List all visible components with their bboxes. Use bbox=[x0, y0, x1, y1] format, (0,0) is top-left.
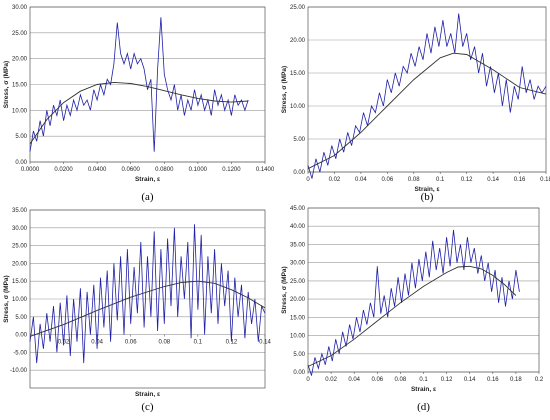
y-tick-label: 25.00 bbox=[12, 244, 28, 250]
x-tick-label: 0.1400 bbox=[256, 167, 275, 173]
x-tick-label: 0.08 bbox=[158, 340, 170, 346]
x-tick-label: 0.1 bbox=[419, 377, 428, 383]
x-tick-label: 0 bbox=[306, 377, 310, 383]
panel-1: 0.00 5.00 10.00 15.00 20.00 25.00 0 0.02 0.04 0.0… bbox=[281, 5, 550, 203]
panel-label: (a) bbox=[141, 191, 154, 203]
y-tick-label: -10.00 bbox=[10, 368, 28, 374]
y-tick-label: 40.00 bbox=[290, 224, 306, 230]
x-tick-label: 0.16 bbox=[487, 377, 499, 383]
x-tick-label: 0.12 bbox=[461, 177, 473, 183]
y-tick-label: 20.00 bbox=[12, 57, 28, 63]
y-tick-label: 30.00 bbox=[12, 226, 28, 232]
x-tick-label: 0.14 bbox=[259, 340, 271, 346]
panel-label: (d) bbox=[417, 401, 430, 413]
plot-frame bbox=[29, 6, 266, 163]
y-tick-label: 0.00 bbox=[293, 370, 305, 376]
fit-curve bbox=[29, 81, 249, 145]
raw-data-series bbox=[29, 224, 266, 364]
x-axis-title: Strain, ε bbox=[411, 386, 436, 393]
x-axis-title: Strain, ε bbox=[135, 391, 160, 398]
x-tick-label: 0.06 bbox=[381, 177, 393, 183]
fit-curve bbox=[307, 265, 517, 367]
y-axis-title: Stress, σ (MPa) bbox=[281, 66, 288, 113]
raw-data-series bbox=[307, 13, 547, 179]
x-tick-label: 0.1 bbox=[194, 340, 203, 346]
y-tick-label: 15.00 bbox=[290, 315, 306, 321]
y-tick-label: 25.00 bbox=[290, 279, 306, 285]
x-tick-label: 0.14 bbox=[464, 377, 476, 383]
y-tick-label: 20.00 bbox=[12, 261, 28, 267]
x-tick-label: 0.1200 bbox=[222, 167, 241, 173]
y-axis-title: Stress, σ (MPa) bbox=[3, 275, 10, 322]
y-tick-label: 10.00 bbox=[290, 104, 306, 110]
x-axis-title: Strain, ε bbox=[414, 186, 439, 193]
y-tick-label: 20.00 bbox=[290, 38, 306, 44]
x-tick-label: 0.08 bbox=[408, 177, 420, 183]
x-tick-label: 0.18 bbox=[540, 177, 550, 183]
y-tick-label: 0.00 bbox=[15, 160, 27, 166]
plot-frame bbox=[29, 209, 266, 389]
x-tick-label: 0.12 bbox=[441, 377, 453, 383]
plot-frame bbox=[307, 6, 547, 173]
x-tick-label: 0.02 bbox=[329, 177, 341, 183]
y-tick-label: -5.00 bbox=[13, 350, 27, 356]
x-tick-label: 0.02 bbox=[325, 377, 337, 383]
y-tick-label: 5.00 bbox=[293, 352, 305, 358]
y-tick-label: 45.00 bbox=[290, 206, 306, 212]
panel-3: 0.00 5.00 10.00 15.00 20.00 25.00 30.00 35.00 40… bbox=[281, 206, 544, 413]
y-axis-title: Stress, σ (MPa) bbox=[281, 266, 288, 313]
fit-curve bbox=[29, 280, 266, 337]
x-tick-label: 0.2 bbox=[535, 377, 544, 383]
x-tick-label: 0.08 bbox=[395, 377, 407, 383]
y-tick-label: 10.00 bbox=[12, 297, 28, 303]
y-tick-label: 5.00 bbox=[15, 134, 27, 140]
y-tick-label: 0.00 bbox=[15, 333, 27, 339]
x-tick-label: 0.0000 bbox=[21, 167, 40, 173]
x-tick-label: 0.04 bbox=[348, 377, 360, 383]
fit-curve bbox=[307, 52, 547, 170]
x-tick-label: 0.0200 bbox=[54, 167, 73, 173]
y-tick-label: 0.00 bbox=[293, 170, 305, 176]
y-tick-label: 25.00 bbox=[12, 31, 28, 37]
y-tick-label: 5.00 bbox=[293, 137, 305, 143]
x-tick-label: 0.0800 bbox=[155, 167, 174, 173]
x-axis-title: Strain, ε bbox=[135, 176, 160, 183]
panel-label: (b) bbox=[421, 191, 434, 203]
x-tick-label: 0.16 bbox=[514, 177, 526, 183]
y-tick-label: 15.00 bbox=[290, 71, 306, 77]
panel-0: 0.00 5.00 10.00 15.00 20.00 25.00 30.00 0.0000 0… bbox=[3, 5, 275, 203]
x-tick-label: 0.06 bbox=[371, 377, 383, 383]
y-tick-label: 35.00 bbox=[12, 208, 28, 214]
y-tick-label: 5.00 bbox=[15, 315, 27, 321]
raw-data-series bbox=[307, 229, 520, 376]
x-tick-label: 0.14 bbox=[487, 177, 499, 183]
x-tick-label: 0.12 bbox=[226, 340, 238, 346]
y-tick-label: 25.00 bbox=[290, 5, 306, 11]
y-tick-label: 15.00 bbox=[12, 279, 28, 285]
x-tick-label: 0.0600 bbox=[122, 167, 141, 173]
y-axis-title: Stress, σ (MPa) bbox=[3, 61, 10, 108]
x-tick-label: 0.04 bbox=[355, 177, 367, 183]
x-tick-label: 0.1 bbox=[436, 177, 445, 183]
panel-label: (c) bbox=[141, 401, 154, 413]
panel-2: -10.00 -5.00 0.00 5.00 10.00 15.00 20.00 25.00 3… bbox=[3, 208, 271, 413]
x-tick-label: 0.06 bbox=[125, 340, 137, 346]
y-tick-label: 15.00 bbox=[12, 83, 28, 89]
raw-data-series bbox=[29, 17, 249, 152]
x-tick-label: 0.0400 bbox=[88, 167, 107, 173]
y-tick-label: 30.00 bbox=[12, 5, 28, 11]
y-tick-label: 10.00 bbox=[290, 334, 306, 340]
y-tick-label: 30.00 bbox=[290, 261, 306, 267]
y-tick-label: 10.00 bbox=[12, 108, 28, 114]
x-tick-label: 0.1000 bbox=[189, 167, 208, 173]
y-tick-label: 35.00 bbox=[290, 242, 306, 248]
x-tick-label: 0 bbox=[306, 177, 310, 183]
y-tick-label: 20.00 bbox=[290, 297, 306, 303]
x-tick-label: 0.18 bbox=[510, 377, 522, 383]
